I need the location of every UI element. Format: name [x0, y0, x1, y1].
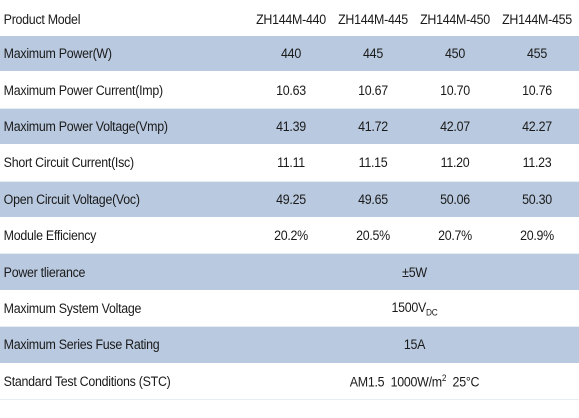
- table-row-open-circuit-voltage: Open Circuit Voltage(Voc) 49.25 49.65 50…: [0, 181, 579, 218]
- row-value: 20.2%: [274, 228, 308, 244]
- value-superscript: 2: [441, 372, 447, 383]
- row-value: 49.25: [276, 191, 306, 207]
- row-label: Short Circuit Current(Isc): [3, 155, 134, 171]
- row-value: 42.07: [440, 118, 470, 134]
- table-row-short-circuit-current: Short Circuit Current(Isc) 11.11 11.15 1…: [0, 145, 579, 182]
- table-row-max-series-fuse: Maximum Series Fuse Rating 15A: [0, 327, 579, 364]
- row-value: 11.23: [522, 155, 552, 171]
- row-value: 41.39: [276, 118, 306, 134]
- row-value: 15A: [403, 337, 426, 353]
- row-label: Maximum System Voltage: [3, 300, 142, 316]
- row-value: 10.70: [440, 82, 470, 98]
- row-value: 20.5%: [356, 228, 390, 244]
- row-label: Maximum Series Fuse Rating: [3, 337, 160, 353]
- model-header: ZH144M-445: [338, 12, 408, 27]
- row-value: 10.67: [358, 82, 388, 98]
- table-row-power-tolerance: Power tlierance ±5W: [0, 254, 579, 291]
- table-row-stc: Standard Test Conditions (STC) AM1.5 100…: [0, 363, 579, 400]
- table-row-max-power: Maximum Power(W) 440 445 450 455: [0, 36, 579, 73]
- row-value: 20.7%: [438, 228, 472, 244]
- table-header-row: Product Model ZH144M-440 ZH144M-445 ZH14…: [0, 4, 579, 36]
- row-value: 10.76: [522, 82, 552, 98]
- value-text: AM1.5 1000W/m: [349, 374, 442, 390]
- row-value: 445: [363, 46, 383, 62]
- value-subscript: DC: [426, 307, 438, 318]
- model-header: ZH144M-455: [502, 12, 572, 27]
- row-value: 50.30: [522, 191, 552, 207]
- row-label: Maximum Power Voltage(Vmp): [3, 118, 168, 134]
- row-value: 10.63: [276, 82, 306, 98]
- row-value: 42.27: [522, 118, 552, 134]
- row-label: Maximum Power Current(Imp): [3, 82, 163, 98]
- row-value: 20.9%: [520, 228, 554, 244]
- row-label: Power tlierance: [3, 264, 86, 280]
- value-text: 25°C: [446, 374, 480, 390]
- value-text: 1500V: [391, 299, 427, 315]
- row-value: 11.11: [277, 155, 305, 171]
- row-label: Maximum Power(W): [3, 46, 112, 62]
- row-value: 1500VDC: [263, 300, 566, 318]
- row-label: Open Circuit Voltage(Voc): [3, 191, 140, 207]
- header-label: Product Model: [3, 12, 81, 27]
- row-value: AM1.5 1000W/m2 25°C: [263, 373, 566, 390]
- row-label: Module Efficiency: [3, 228, 97, 244]
- row-value: 11.15: [358, 155, 388, 171]
- table-row-max-power-current: Maximum Power Current(Imp) 10.63 10.67 1…: [0, 72, 579, 109]
- row-value: 455: [527, 46, 547, 62]
- row-value: 50.06: [440, 191, 470, 207]
- table-row-max-power-voltage: Maximum Power Voltage(Vmp) 41.39 41.72 4…: [0, 108, 579, 146]
- model-header: ZH144M-450: [420, 12, 490, 27]
- table-row-max-system-voltage: Maximum System Voltage 1500VDC: [0, 290, 579, 328]
- row-label: Standard Test Conditions (STC): [3, 373, 171, 389]
- model-header: ZH144M-440: [256, 12, 326, 27]
- table-row-module-efficiency: Module Efficiency 20.2% 20.5% 20.7% 20.9…: [0, 217, 579, 255]
- row-value: ±5W: [402, 264, 427, 280]
- row-value: 41.72: [358, 118, 388, 134]
- row-value: 49.65: [358, 191, 388, 207]
- row-value: 11.20: [440, 155, 470, 171]
- row-value: 440: [281, 46, 301, 62]
- row-value: 450: [445, 46, 465, 62]
